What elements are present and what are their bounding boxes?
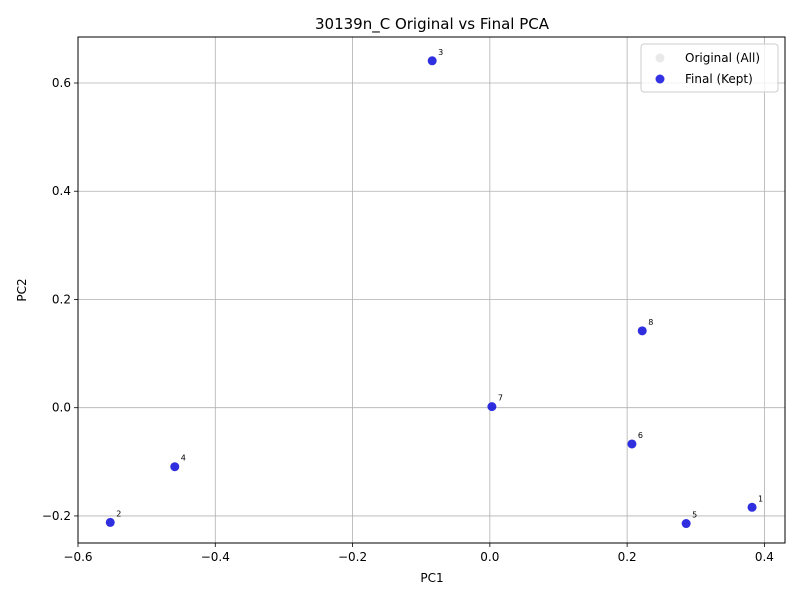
y-tick-label: −0.2 bbox=[42, 509, 71, 523]
legend-marker-final bbox=[655, 74, 665, 84]
point-label: 6 bbox=[638, 431, 643, 440]
point-label: 3 bbox=[438, 48, 443, 57]
y-tick-label: 0.2 bbox=[52, 292, 71, 306]
legend-frame bbox=[640, 43, 779, 93]
point-label: 5 bbox=[692, 511, 697, 520]
x-tick-label: −0.2 bbox=[338, 550, 367, 564]
legend: Original (All) Final (Kept) bbox=[640, 43, 779, 93]
final-point bbox=[105, 517, 115, 527]
final-point bbox=[170, 462, 180, 472]
x-tick-label: 0.0 bbox=[480, 550, 499, 564]
x-tick-label: 0.2 bbox=[618, 550, 637, 564]
point-label: 2 bbox=[116, 509, 121, 518]
point-label: 4 bbox=[181, 454, 186, 463]
x-axis-label: PC1 bbox=[420, 571, 443, 585]
legend-marker-original bbox=[655, 53, 665, 63]
final-point bbox=[747, 502, 757, 512]
point-label: 7 bbox=[498, 394, 503, 403]
x-tick-label: −0.4 bbox=[201, 550, 230, 564]
y-tick-label: 0.6 bbox=[52, 76, 71, 90]
final-point bbox=[627, 439, 637, 449]
x-tick-label: −0.6 bbox=[63, 550, 92, 564]
plot-frame bbox=[77, 36, 786, 544]
y-tick-label: 0.4 bbox=[52, 184, 71, 198]
legend-label-original: Original (All) bbox=[685, 51, 760, 65]
legend-label-final: Final (Kept) bbox=[685, 72, 753, 86]
final-point bbox=[427, 56, 437, 66]
x-axis-ticks: −0.6 −0.4 −0.2 0.0 0.2 0.4 bbox=[63, 543, 774, 564]
chart-title: 30139n_C Original vs Final PCA bbox=[315, 15, 550, 34]
point-label: 8 bbox=[648, 318, 653, 327]
final-point bbox=[681, 519, 691, 529]
y-tick-label: 0.0 bbox=[52, 401, 71, 415]
final-point bbox=[487, 402, 497, 412]
x-tick-label: 0.4 bbox=[755, 550, 774, 564]
y-axis-ticks: −0.2 0.0 0.2 0.4 0.6 bbox=[42, 76, 78, 523]
data-points: 1 2 3 4 5 6 7 8 bbox=[105, 48, 763, 529]
point-label: 1 bbox=[758, 494, 763, 503]
y-axis-label: PC2 bbox=[15, 278, 29, 301]
grid-lines bbox=[77, 37, 785, 543]
final-point bbox=[637, 326, 647, 336]
